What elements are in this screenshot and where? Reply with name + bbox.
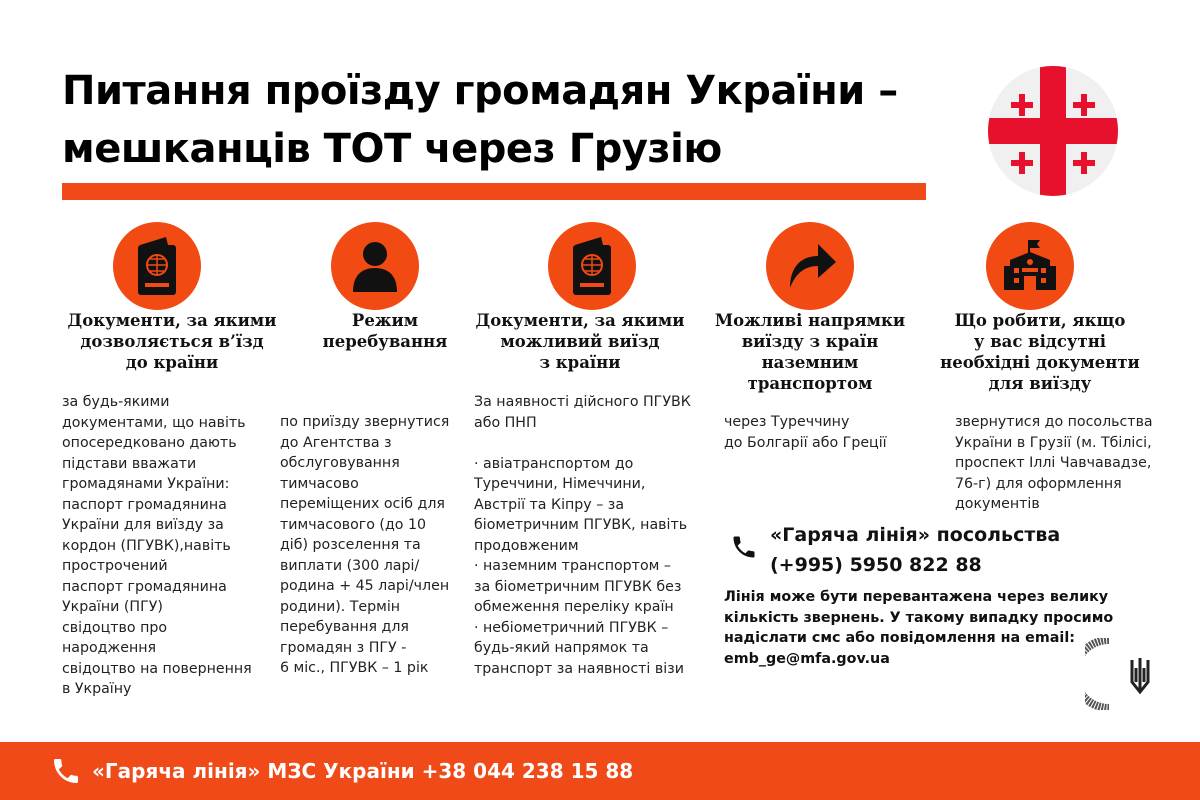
title-line-1: Питання проїзду громадян України – <box>62 68 898 114</box>
missing-documents-text: звернутися до посольства України в Грузі… <box>955 414 1153 512</box>
heading-missing-documents: Що робити, якщо у вас відсутні необхідні… <box>940 311 1140 393</box>
title-line-2: мешканців ТОТ через Грузію <box>62 126 722 172</box>
hotline-note: Лінія може бути перевантажена через вели… <box>724 589 1114 667</box>
heading-exit-documents: Документи, за якими можливий виїзд з кра… <box>475 311 685 372</box>
land-routes-text: через Туреччину до Болгарії або Греції <box>724 414 887 451</box>
passport-icon <box>548 222 636 310</box>
heading-entry-documents: Документи, за якими дозволяється в’їзд д… <box>67 311 277 372</box>
phone-icon <box>54 759 78 783</box>
person-icon <box>331 222 419 310</box>
exit-documents-text: За наявності дійсного ПГУВК або ПНП · ав… <box>474 394 691 677</box>
heading-stay-regime: Режим перебування <box>322 311 448 351</box>
footer-hotline-text[interactable]: «Гаряча лінія» МЗС України +38 044 238 1… <box>92 759 634 783</box>
arrow-forward-icon <box>766 222 854 310</box>
embassy-hotline: «Гаряча лінія» посольства (+995) 5950 82… <box>770 520 1060 580</box>
accent-bar <box>62 183 926 200</box>
page-title: Питання проїзду громадян України – мешка… <box>62 62 898 178</box>
embassy-hotline-phone[interactable]: (+995) 5950 822 88 <box>770 554 982 576</box>
embassy-building-icon <box>986 222 1074 310</box>
embassy-hotline-label: «Гаряча лінія» посольства <box>770 524 1061 546</box>
footer-hotline-bar: «Гаряча лінія» МЗС України +38 044 238 1… <box>0 742 1200 800</box>
stay-regime-text: по приїзду звернутися до Агентства з обс… <box>280 414 450 676</box>
heading-land-routes: Можливі напрямки виїзду з країн наземним… <box>714 311 906 393</box>
passport-icon <box>113 222 201 310</box>
mfa-logo-icon <box>1071 636 1160 714</box>
georgia-flag-icon <box>988 66 1118 196</box>
phone-icon <box>730 533 758 565</box>
entry-documents-text: за будь-якими документами, що навіть опо… <box>62 394 252 697</box>
